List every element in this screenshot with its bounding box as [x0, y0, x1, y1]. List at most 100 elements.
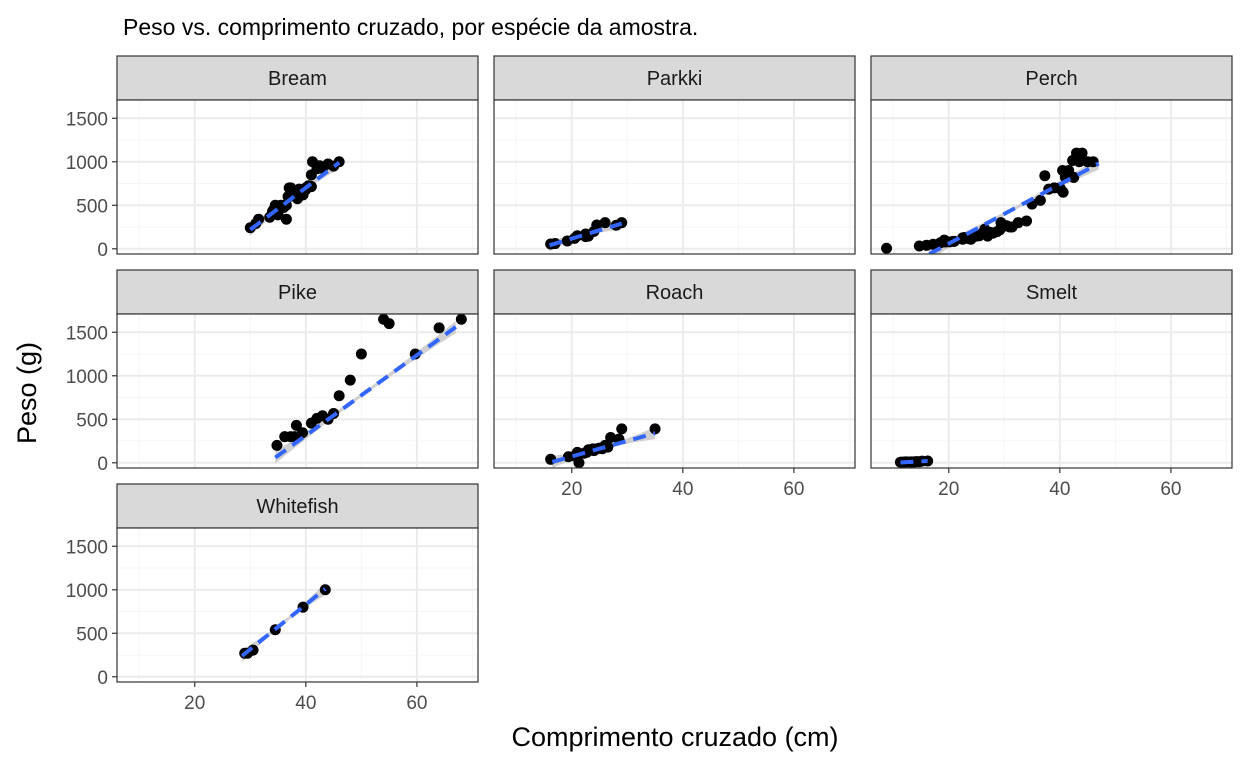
panel-background [117, 100, 478, 254]
data-point [1057, 186, 1069, 198]
strip-label-smelt: Smelt [1026, 282, 1078, 304]
strip-perch [870, 55, 1233, 101]
panel-background [494, 100, 855, 254]
data-point [602, 441, 614, 453]
data-point [1021, 215, 1033, 227]
data-point [383, 318, 395, 330]
x-tick-label: 40 [672, 479, 693, 500]
strip-whitefish [116, 483, 479, 529]
plot-content [545, 423, 661, 468]
x-tick-label: 20 [561, 479, 582, 500]
data-point [455, 314, 467, 325]
data-point [599, 217, 611, 229]
panel-background [117, 528, 478, 682]
y-axis-title: Peso (g) [12, 342, 42, 444]
x-tick-label: 60 [1160, 479, 1181, 500]
fit-line [551, 431, 656, 464]
x-tick-label: 40 [295, 693, 316, 714]
y-tick-label: 1000 [66, 153, 108, 174]
panel-background [871, 100, 1232, 254]
data-point [605, 432, 617, 444]
data-point [271, 439, 283, 451]
panel-smelt: Smelt 20 40 60 [870, 269, 1233, 500]
panel-background [871, 314, 1232, 468]
data-point [1012, 217, 1024, 229]
grid [494, 314, 855, 468]
fit-line [240, 587, 327, 658]
grid [494, 100, 855, 254]
panel-bream: Bream 0 500 1000 1500 [66, 55, 479, 261]
y-tick-label: 1000 [66, 581, 108, 602]
plot-content [244, 156, 345, 236]
data-point [1034, 194, 1046, 206]
panel-border [116, 527, 479, 683]
panel-border [116, 99, 479, 255]
data-point [649, 423, 661, 435]
y-tick-label: 1000 [66, 367, 108, 388]
strip-label-whitefish: Whitefish [256, 496, 338, 518]
data-point [1039, 170, 1051, 182]
y-tick-label: 500 [76, 196, 108, 217]
strip-smelt [870, 269, 1233, 315]
data-point [253, 213, 265, 225]
plot-content [881, 147, 1100, 254]
data-point [573, 457, 585, 468]
data-point [333, 390, 345, 402]
x-tick-label: 20 [938, 479, 959, 500]
data-point [1076, 147, 1088, 159]
y-tick-label: 1500 [66, 323, 108, 344]
strip-label-bream: Bream [268, 68, 327, 90]
x-tick-label: 40 [1049, 479, 1070, 500]
plot-content [545, 217, 628, 252]
y-tick-label: 0 [97, 668, 108, 689]
fit-line [548, 221, 623, 248]
strip-pike [116, 269, 479, 315]
y-tick-label: 1500 [66, 109, 108, 130]
data-point [1073, 156, 1085, 168]
fit-line [900, 458, 928, 465]
panels: Bream 0 500 1000 1500 Parkki Perch Pike 0 500 1000… [66, 55, 1233, 714]
grid [117, 100, 478, 254]
x-tick-label: 60 [406, 693, 427, 714]
panel-border [870, 313, 1233, 469]
fit-line [249, 161, 341, 232]
data-point [280, 213, 292, 225]
strip-label-roach: Roach [646, 282, 704, 304]
chart-title: Peso vs. comprimento cruzado, por espéci… [123, 14, 698, 40]
x-tick-label: 20 [184, 693, 205, 714]
strip-label-perch: Perch [1025, 68, 1077, 90]
strip-roach [493, 269, 856, 315]
plot-content [271, 314, 467, 464]
plot-content [894, 454, 934, 468]
fit-line [928, 161, 1100, 254]
grid [117, 314, 478, 468]
panel-perch: Perch [870, 55, 1233, 255]
y-tick-label: 0 [97, 240, 108, 261]
y-tick-label: 500 [76, 410, 108, 431]
strip-parkki [493, 55, 856, 101]
data-point [881, 242, 893, 254]
panel-whitefish: Whitefish 0 500 1000 1500 20 40 60 [66, 483, 479, 714]
data-point [433, 322, 445, 334]
panel-border [493, 313, 856, 469]
panel-pike: Pike 0 500 1000 1500 [66, 269, 479, 475]
panel-background [494, 314, 855, 468]
strip-label-pike: Pike [278, 282, 317, 304]
panel-roach: Roach 20 40 60 [493, 269, 856, 500]
strip-label-parkki: Parkki [647, 68, 703, 90]
x-axis-title: Comprimento cruzado (cm) [511, 722, 838, 752]
panel-parkki: Parkki [493, 55, 856, 255]
strip-bream [116, 55, 479, 101]
x-tick-label: 60 [783, 479, 804, 500]
panel-border [870, 99, 1233, 255]
data-point [616, 423, 628, 435]
data-point [344, 374, 356, 386]
y-tick-label: 0 [97, 454, 108, 475]
grid [117, 528, 478, 682]
data-point [290, 419, 302, 431]
y-tick-label: 500 [76, 624, 108, 645]
panel-border [493, 99, 856, 255]
fit-line [274, 325, 457, 460]
data-point [591, 219, 603, 231]
